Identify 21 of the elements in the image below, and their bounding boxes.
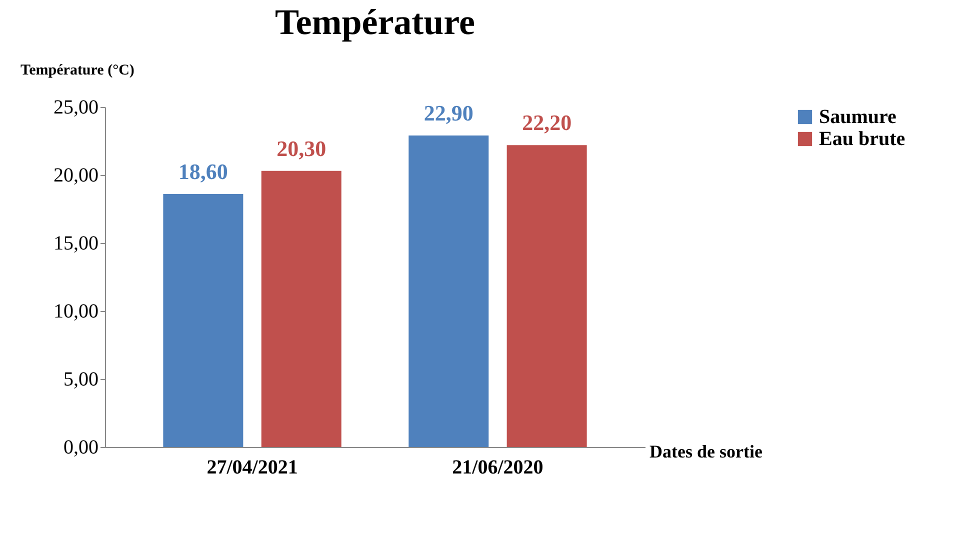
data-label: 22,20 <box>522 110 572 136</box>
x-tick-label: 27/04/2021 <box>206 456 298 478</box>
y-tick-label: 25,00 <box>54 96 98 118</box>
y-tick-label: 5,00 <box>64 368 98 390</box>
legend-label: Saumure <box>819 106 897 128</box>
y-tick-label: 0,00 <box>64 436 98 458</box>
data-label: 22,90 <box>424 100 474 126</box>
data-label: 20,30 <box>276 136 326 161</box>
y-tick-label: 20,00 <box>54 164 98 186</box>
chart-title: Température <box>275 2 476 42</box>
y-tick-label: 10,00 <box>54 300 98 322</box>
y-tick-label: 15,00 <box>54 232 98 254</box>
bar <box>163 194 244 447</box>
y-axis-title: Température (°C) <box>20 62 134 78</box>
bar <box>261 170 342 447</box>
bar <box>506 145 587 447</box>
x-tick-label: 21/06/2020 <box>452 456 544 478</box>
data-label: 18,60 <box>178 159 228 184</box>
bar <box>408 136 489 447</box>
legend-label: Eau brute <box>819 128 906 150</box>
x-axis-title: Dates de sortie <box>650 442 762 462</box>
